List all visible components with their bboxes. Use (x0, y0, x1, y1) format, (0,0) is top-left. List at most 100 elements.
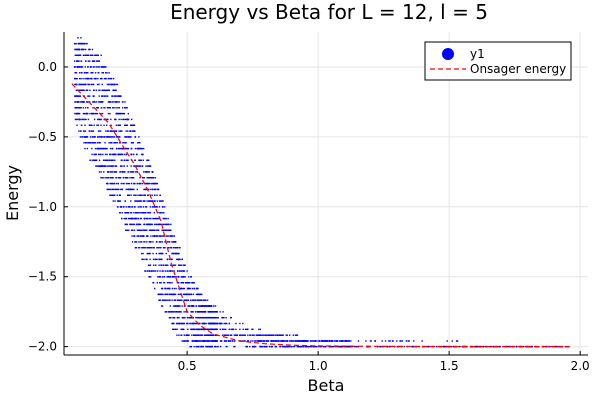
scatter-point (192, 340, 194, 342)
scatter-point (101, 136, 104, 138)
scatter-point (222, 316, 224, 319)
scatter-point (111, 171, 114, 173)
scatter-point (100, 136, 103, 138)
scatter-point (106, 83, 109, 86)
scatter-point (147, 264, 150, 266)
scatter-point (93, 112, 95, 115)
scatter-point (107, 177, 109, 179)
scatter-point (160, 241, 162, 243)
scatter-point (211, 305, 213, 307)
scatter-point (310, 340, 312, 342)
scatter-point (105, 66, 107, 68)
scatter-point (148, 177, 151, 179)
scatter-point (130, 165, 132, 167)
scatter-point (134, 241, 136, 243)
scatter-point (94, 153, 96, 156)
scatter-point (515, 345, 518, 348)
scatter-point (115, 171, 118, 173)
scatter-point (294, 334, 297, 336)
scatter-point (136, 194, 138, 196)
scatter-point (115, 153, 117, 156)
scatter-point (451, 340, 453, 342)
scatter-point (196, 328, 198, 331)
scatter-point (131, 229, 134, 231)
scatter-point (125, 107, 127, 109)
scatter-point (178, 247, 180, 249)
scatter-point (198, 340, 200, 342)
scatter-point (177, 264, 180, 266)
scatter-point (103, 107, 105, 109)
scatter-point (80, 72, 83, 74)
scatter-point (147, 252, 149, 255)
scatter-point (324, 345, 327, 348)
scatter-point (95, 153, 97, 156)
scatter-point (125, 206, 127, 208)
scatter-point (175, 287, 177, 290)
scatter-point (118, 124, 120, 126)
scatter-point (246, 328, 249, 331)
scatter-point (344, 340, 347, 342)
scatter-point (190, 316, 192, 319)
scatter-point (92, 83, 95, 86)
scatter-point (167, 247, 170, 249)
scatter-point (173, 252, 175, 255)
scatter-point (104, 107, 106, 109)
legend-label-y1: y1 (470, 47, 485, 61)
scatter-point (499, 345, 501, 348)
scatter-point (109, 147, 112, 150)
scatter-point (98, 142, 100, 144)
scatter-point (154, 264, 157, 266)
scatter-point (118, 112, 120, 115)
scatter-point (224, 328, 227, 331)
plot-frame (63, 32, 588, 356)
scatter-point (157, 247, 159, 249)
scatter-point (314, 340, 316, 342)
scatter-point (150, 200, 152, 202)
scatter-point (169, 316, 171, 319)
scatter-point (291, 340, 293, 342)
scatter-point (258, 340, 260, 342)
scatter-point (128, 182, 131, 185)
scatter-point (202, 340, 204, 342)
scatter-point (82, 89, 84, 91)
scatter-point (114, 200, 116, 202)
scatter-point (203, 340, 206, 342)
scatter-point (179, 322, 181, 325)
scatter-point (266, 340, 268, 342)
scatter-point (122, 112, 124, 115)
scatter-point (127, 112, 130, 115)
scatter-point (131, 206, 133, 208)
scatter-point (522, 345, 525, 348)
scatter-point (148, 223, 151, 226)
scatter-point (492, 345, 495, 348)
scatter-point (98, 89, 100, 91)
scatter-point (109, 182, 111, 185)
scatter-point (435, 345, 438, 348)
scatter-point (278, 334, 281, 336)
scatter-point (169, 287, 171, 290)
scatter-point (91, 153, 93, 156)
scatter-point (82, 54, 85, 56)
scatter-point (88, 83, 91, 86)
scatter-point (144, 171, 147, 173)
scatter-point (175, 241, 177, 243)
scatter-point (175, 276, 177, 278)
scatter-point (219, 340, 222, 342)
scatter-point (168, 241, 170, 243)
scatter-point (149, 258, 151, 261)
scatter-point (188, 281, 191, 284)
scatter-point (76, 77, 78, 80)
scatter-point (110, 124, 112, 126)
scatter-point (109, 171, 112, 173)
scatter-point (241, 334, 244, 336)
scatter-point (168, 293, 171, 296)
scatter-point (187, 334, 189, 336)
scatter-point (97, 147, 99, 150)
scatter-point (185, 334, 187, 336)
scatter-point (200, 328, 202, 331)
scatter-point (188, 316, 191, 319)
scatter-point (78, 77, 81, 80)
scatter-point (174, 276, 176, 278)
scatter-point (163, 217, 165, 220)
scatter-point (223, 322, 225, 325)
